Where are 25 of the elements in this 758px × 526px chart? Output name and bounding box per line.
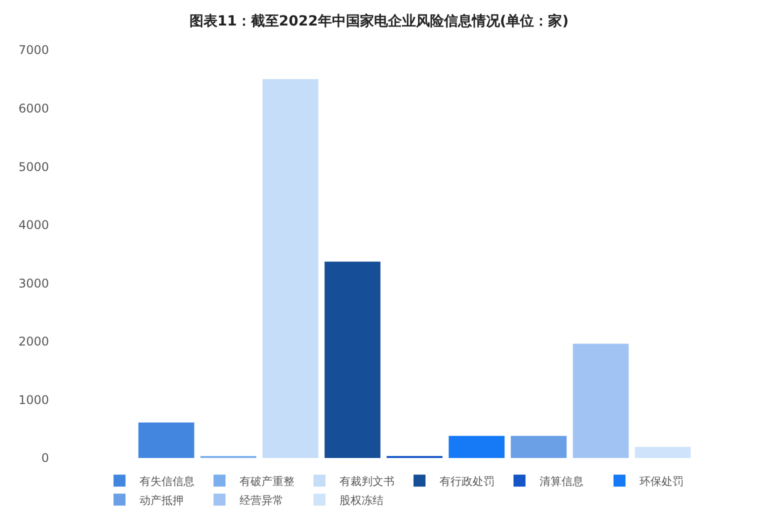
bar (634, 446, 691, 458)
y-tick-label: 5000 (18, 160, 49, 174)
y-tick-label: 7000 (18, 43, 49, 58)
legend-label: 股权冻结 (340, 494, 384, 507)
legend-label: 环保处罚 (640, 474, 684, 488)
bar (324, 262, 380, 458)
bar (572, 344, 629, 458)
y-tick-label: 2000 (18, 334, 49, 349)
legend-label: 有行政处罚 (440, 474, 494, 488)
chart-title: 图表11：截至2022年中国家电企业风险信息情况(单位：家) (189, 12, 569, 30)
bar (448, 436, 505, 458)
legend-label: 有失信信息 (140, 474, 194, 488)
y-tick-label: 0 (41, 451, 49, 466)
legend-label: 清算信息 (540, 474, 584, 488)
y-tick-label: 1000 (18, 392, 49, 407)
bar (138, 422, 194, 458)
bar (510, 436, 567, 458)
y-tick-label: 4000 (18, 218, 49, 232)
legend-label: 经营异常 (240, 494, 284, 507)
y-tick-label: 3000 (18, 276, 49, 290)
bar (262, 79, 318, 458)
y-tick-label: 6000 (18, 101, 49, 116)
legend-label: 有破产重整 (240, 474, 294, 488)
legend-label: 有裁判文书 (340, 474, 394, 488)
legend-label: 动产抵押 (140, 494, 184, 507)
